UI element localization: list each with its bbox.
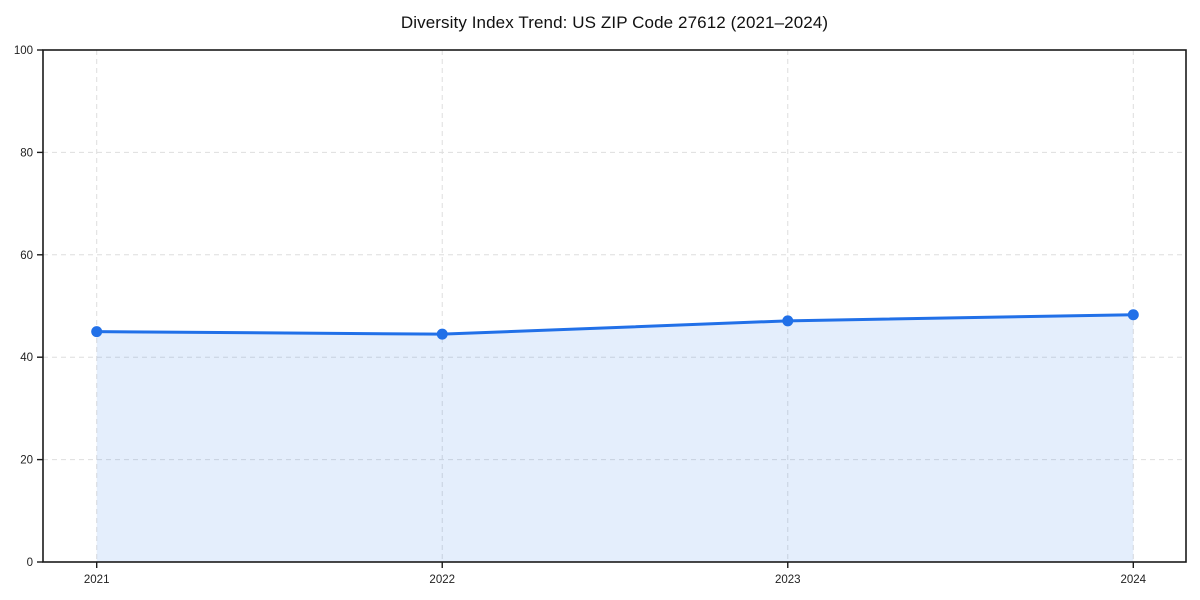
- data-point-marker: [782, 315, 794, 327]
- data-point-marker: [91, 326, 103, 338]
- plot-border: [42, 49, 1187, 563]
- data-points: [91, 309, 1139, 340]
- y-tick-label: 0: [27, 557, 33, 569]
- data-point-marker: [1127, 309, 1139, 321]
- trend-line-path: [95, 313, 1135, 336]
- area-fill-shape: [96, 314, 1134, 562]
- x-tick-label: 2021: [84, 574, 110, 586]
- gridlines: [43, 50, 1186, 562]
- area-fill: [96, 314, 1134, 562]
- axis-tick-labels: 0 20 40 60 80 100 2021 2022 2023 2024: [14, 45, 1147, 586]
- trend-line: [95, 313, 1135, 336]
- x-tick-label: 2023: [775, 574, 801, 586]
- plot-frame: [42, 49, 1187, 563]
- data-point-marker: [436, 328, 448, 340]
- y-tick-label: 40: [20, 352, 33, 364]
- x-tick-label: 2022: [429, 574, 455, 586]
- y-tick-label: 100: [14, 45, 33, 57]
- y-tick-label: 20: [20, 455, 33, 467]
- y-tick-label: 80: [20, 147, 33, 159]
- chart-title: Diversity Index Trend: US ZIP Code 27612…: [400, 13, 829, 32]
- axis-ticks: [37, 49, 1135, 568]
- y-tick-label: 60: [20, 250, 33, 262]
- x-tick-label: 2024: [1121, 574, 1147, 586]
